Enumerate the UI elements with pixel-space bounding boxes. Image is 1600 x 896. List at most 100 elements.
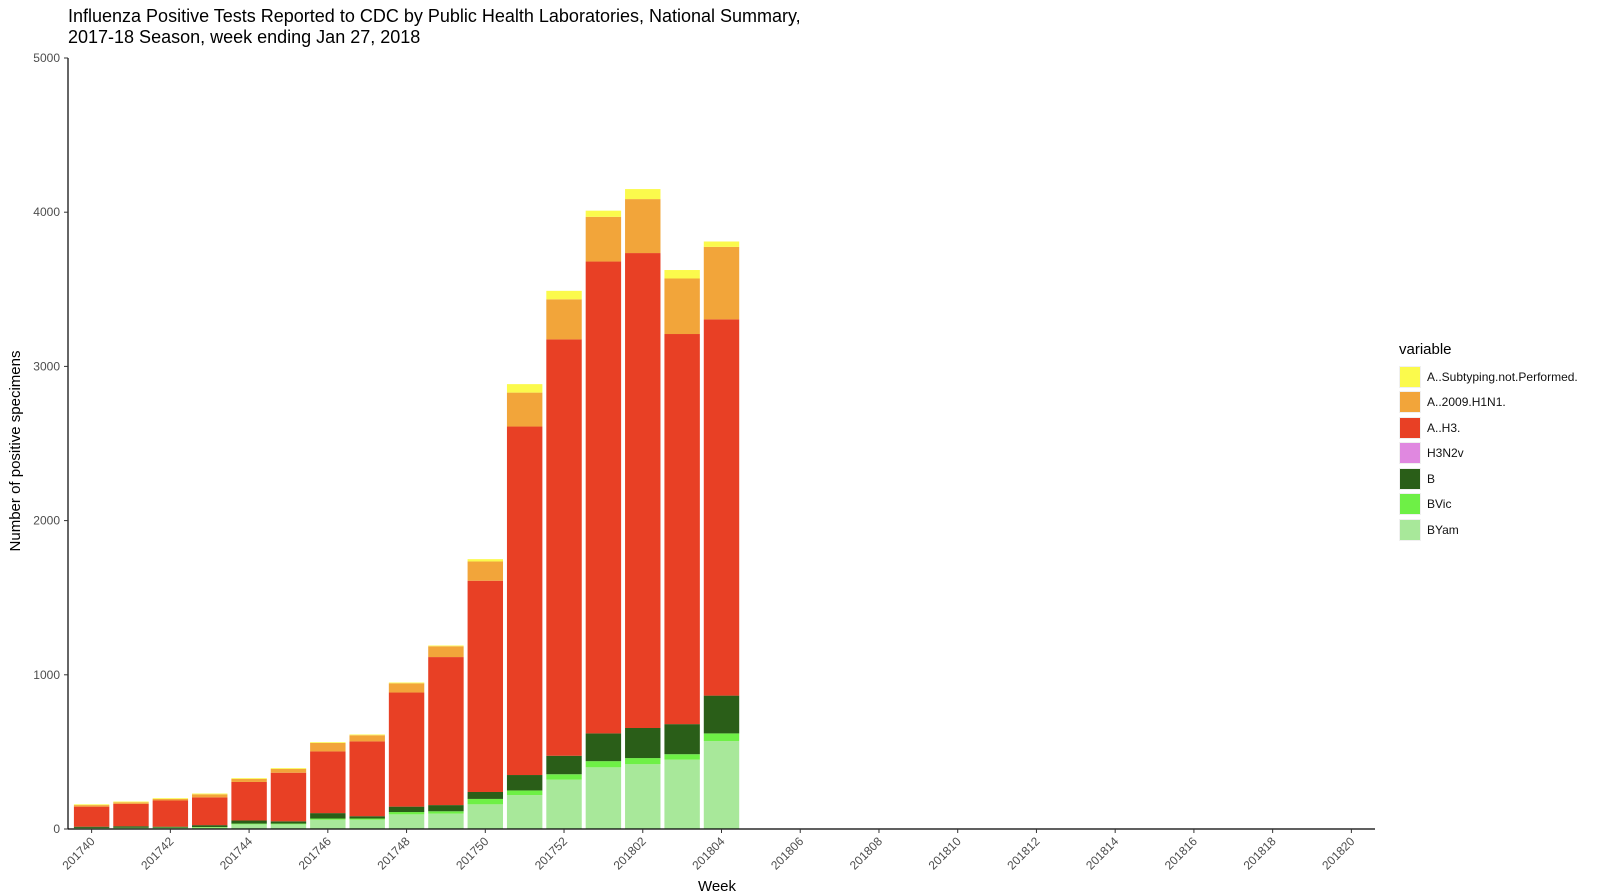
legend-item-h3n2v: H3N2v	[1399, 441, 1578, 467]
x-tick-label-201806: 201806	[768, 834, 806, 872]
bar-segment-a-2009-h1n1-201740	[73, 805, 110, 807]
bar-segment-a-h3-201802	[625, 253, 661, 728]
chart-title-line-2: 2017-18 Season, week ending Jan 27, 2018	[68, 27, 421, 47]
legend-item-a-h3: A..H3.	[1399, 415, 1578, 441]
bar-segment-a-subtyping-not-performed-201804	[703, 241, 740, 247]
y-tick-label-1000: 1000	[33, 668, 60, 682]
bar-segment-b-201748	[388, 806, 425, 813]
bar-segment-a-2009-h1n1-201742	[152, 798, 189, 801]
legend-item-a-2009-h1n1: A..2009.H1N1.	[1399, 390, 1578, 416]
bar-segment-a-subtyping-not-performed-201802	[625, 189, 661, 200]
x-tick-label-201750: 201750	[453, 834, 491, 872]
legend-key-h3n2v	[1399, 442, 1421, 465]
bar-segment-b-201803	[664, 724, 700, 755]
bar-segment-a-2009-h1n1-201745	[270, 768, 307, 773]
x-tick-label-201804: 201804	[689, 834, 727, 872]
legend-items: A..Subtyping.not.Performed. A..2009.H1N1.…	[1399, 364, 1578, 543]
bar-segment-a-2009-h1n1-201802	[625, 199, 661, 254]
x-tick-label-201820: 201820	[1319, 834, 1357, 872]
bar-segment-a-h3-201750	[467, 580, 504, 792]
bar-segment-a-h3-201748	[388, 692, 425, 807]
bar-segment-a-subtyping-not-performed-201745	[270, 768, 307, 769]
bar-segment-a-h3-201747	[349, 741, 385, 817]
x-tick-label-201802: 201802	[611, 834, 649, 872]
bar-segment-a-h3-201801	[585, 261, 622, 734]
bar-segment-b-201746	[310, 813, 346, 819]
y-tick-label-2000: 2000	[33, 514, 60, 528]
bar-segment-a-2009-h1n1-201746	[310, 742, 346, 752]
bar-segment-b-201749	[428, 805, 464, 812]
bar-segment-bvic-201802	[625, 758, 661, 765]
bar-segment-a-2009-h1n1-201747	[349, 735, 385, 742]
legend-label-bvic: BVic	[1427, 497, 1452, 512]
bar-segment-bvic-201746	[310, 818, 346, 820]
x-tick-label-201740: 201740	[60, 834, 98, 872]
bar-segment-byam-201743	[192, 827, 228, 829]
x-tick-label-201808: 201808	[847, 834, 885, 872]
bar-segment-byam-201745	[270, 824, 307, 829]
legend: variable A..Subtyping.not.Performed. A..2…	[1399, 341, 1578, 543]
x-tick-label-201744: 201744	[217, 834, 255, 872]
bar-segment-b-201747	[349, 816, 385, 819]
bar-segment-a-2009-h1n1-201803	[664, 278, 700, 335]
x-axis-title: Week	[698, 878, 737, 895]
bar-segment-b-201804	[703, 695, 740, 734]
x-tick-label-201818: 201818	[1241, 834, 1279, 872]
legend-label-b: B	[1427, 471, 1436, 486]
bar-segment-a-h3-201744	[231, 781, 267, 821]
bar-segment-bvic-201745	[270, 823, 307, 825]
legend-label-a-h3: A..H3.	[1427, 420, 1461, 435]
x-tick-label-201812: 201812	[1004, 834, 1042, 872]
x-tick-label-201752: 201752	[532, 834, 570, 872]
bar-segment-a-subtyping-not-performed-201746	[310, 742, 346, 743]
bar-segment-byam-201752	[546, 779, 582, 829]
bar-segment-a-subtyping-not-performed-201801	[585, 210, 622, 217]
legend-key-a-h3	[1399, 416, 1421, 439]
bar-segment-bvic-201750	[467, 798, 504, 805]
bar-segment-bvic-201747	[349, 818, 385, 820]
legend-label-h3n2v: H3N2v	[1427, 446, 1464, 461]
bar-segment-byam-201750	[467, 804, 504, 829]
x-tick-label-201814: 201814	[1083, 834, 1121, 872]
y-axis-title: Number of positive specimens	[7, 351, 24, 552]
bar-segment-a-subtyping-not-performed-201750	[467, 559, 504, 562]
chart-title-line-1: Influenza Positive Tests Reported to CDC…	[68, 6, 801, 26]
bar-segment-a-subtyping-not-performed-201743	[192, 793, 228, 795]
legend-item-byam: BYam	[1399, 517, 1578, 543]
y-tick-label-3000: 3000	[33, 359, 60, 373]
bar-segment-a-2009-h1n1-201741	[113, 802, 149, 804]
bar-segment-bvic-201803	[664, 754, 700, 760]
bar-segment-byam-201748	[388, 814, 425, 829]
bar-segment-a-h3-201803	[664, 334, 700, 725]
bar-segment-byam-201744	[231, 824, 267, 829]
bar-segment-b-201742	[152, 826, 189, 828]
bar-segment-a-2009-h1n1-201743	[192, 794, 228, 798]
bar-segment-a-subtyping-not-performed-201740	[73, 804, 110, 806]
bar-segment-b-201740	[73, 826, 110, 828]
bar-segment-b-201741	[113, 826, 149, 828]
legend-label-byam: BYam	[1427, 522, 1459, 537]
x-tick-label-201746: 201746	[296, 834, 334, 872]
bar-segment-bvic-201748	[388, 812, 425, 815]
bar-segment-a-h3-201751	[506, 426, 543, 776]
bar-segment-a-2009-h1n1-201751	[506, 392, 543, 427]
y-tick-label-5000: 5000	[33, 51, 60, 65]
bar-segment-bvic-201801	[585, 761, 622, 768]
bar-segment-a-h3-201741	[113, 803, 149, 827]
bar-segment-a-h3-201743	[192, 797, 228, 826]
bar-segment-a-subtyping-not-performed-201749	[428, 645, 464, 647]
bar-segment-a-2009-h1n1-201752	[546, 299, 582, 340]
x-tick-label-201748: 201748	[374, 834, 412, 872]
legend-item-bvic: BVic	[1399, 492, 1578, 518]
bars-layer	[73, 189, 740, 829]
bar-segment-a-2009-h1n1-201749	[428, 646, 464, 658]
bar-segment-byam-201804	[703, 741, 740, 829]
bar-segment-a-h3-201752	[546, 339, 582, 756]
bar-segment-bvic-201749	[428, 811, 464, 814]
bar-segment-a-2009-h1n1-201801	[585, 216, 622, 262]
y-tick-label-0: 0	[53, 822, 60, 836]
bar-segment-bvic-201744	[231, 823, 267, 825]
bar-segment-b-201743	[192, 825, 228, 827]
bar-segment-byam-201801	[585, 767, 622, 829]
